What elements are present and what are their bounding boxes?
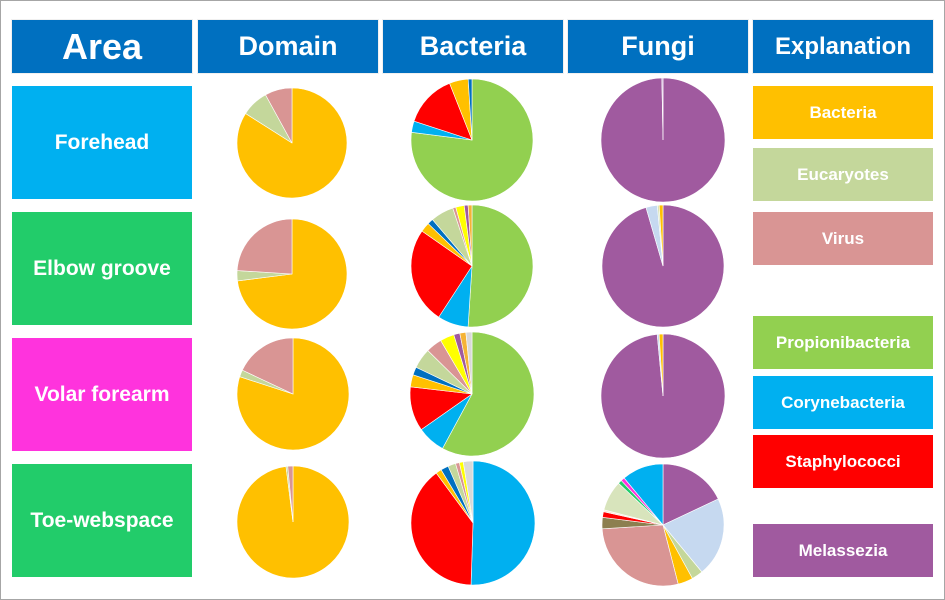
pie-slice xyxy=(623,463,664,526)
pie-slice xyxy=(410,230,473,318)
legend-staphylococci: Staphylococci xyxy=(753,435,933,488)
pie-bacteria-elbow-groove xyxy=(410,204,534,328)
legend-propionibacteria: Propionibacteria xyxy=(753,316,933,369)
pie-fungi-elbow-groove xyxy=(601,204,725,328)
pie-slice xyxy=(662,463,719,526)
header-fungi: Fungi xyxy=(568,20,748,73)
pie-bacteria-forehead xyxy=(410,78,534,202)
legend-eucaryotes: Eucaryotes xyxy=(753,148,933,201)
pie-bacteria-toe-webspace xyxy=(410,460,536,586)
area-toe-webspace: Toe-webspace xyxy=(12,464,192,577)
pie-slice xyxy=(236,218,293,275)
pie-slice xyxy=(658,333,664,397)
pie-slice xyxy=(265,87,293,144)
pie-slice xyxy=(442,331,535,457)
pie-fungi-forehead xyxy=(600,77,726,203)
pie-fungi-volar-forearm xyxy=(600,333,726,459)
header-explanation: Explanation xyxy=(753,20,933,73)
legend-corynebacteria: Corynebacteria xyxy=(753,376,933,429)
pie-slice xyxy=(462,460,474,524)
pie-fungi-toe-webspace xyxy=(601,463,725,587)
header-domain: Domain xyxy=(198,20,378,73)
pie-slice xyxy=(241,337,294,395)
pie-domain-volar-forearm xyxy=(236,337,350,451)
legend-bacteria: Bacteria xyxy=(753,86,933,139)
pie-slice xyxy=(661,77,664,141)
pie-slice xyxy=(662,498,725,573)
legend-virus: Virus xyxy=(753,212,933,265)
area-volar-forearm: Volar forearm xyxy=(12,338,192,451)
pie-domain-elbow-groove xyxy=(236,218,348,330)
pie-domain-forehead xyxy=(236,87,348,199)
pie-slice xyxy=(410,472,474,586)
area-forehead: Forehead xyxy=(12,86,192,199)
pie-slice xyxy=(470,460,536,586)
pie-slice xyxy=(236,337,350,451)
area-elbow-groove: Elbow groove xyxy=(12,212,192,325)
header-area: Area xyxy=(12,20,192,73)
pie-slice xyxy=(465,331,473,395)
pie-slice xyxy=(287,465,294,523)
pie-slice xyxy=(601,524,679,587)
pie-slice xyxy=(658,204,664,267)
legend-melassezia: Melassezia xyxy=(753,524,933,577)
pie-slice xyxy=(467,204,473,267)
pie-slice xyxy=(467,78,473,141)
header-bacteria: Bacteria xyxy=(383,20,563,73)
pie-domain-toe-webspace xyxy=(236,465,350,579)
pie-bacteria-volar-forearm xyxy=(409,331,535,457)
pie-slice xyxy=(413,82,473,141)
pie-slice xyxy=(467,204,534,328)
